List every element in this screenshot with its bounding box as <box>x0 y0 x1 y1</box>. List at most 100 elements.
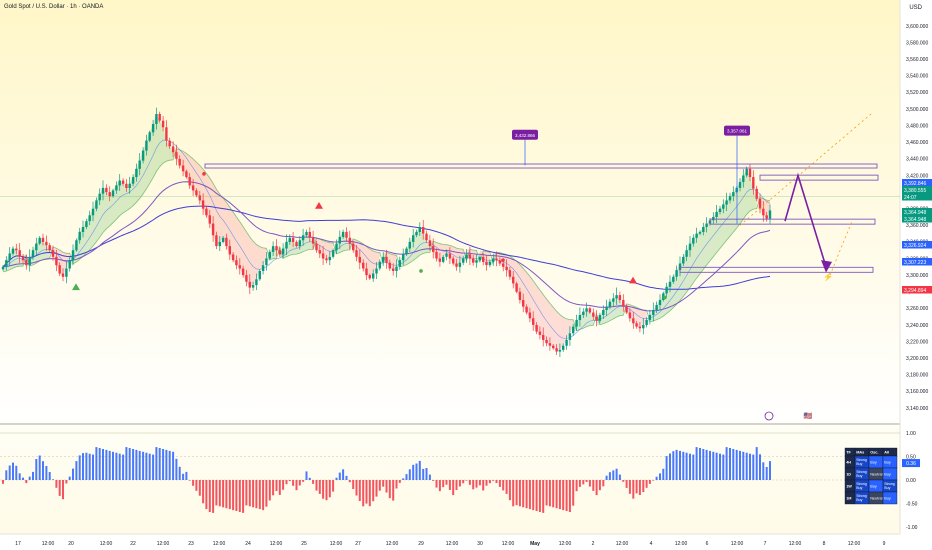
candle[interactable] <box>582 311 585 315</box>
candle[interactable] <box>38 237 41 244</box>
candle[interactable] <box>562 345 565 350</box>
osc-bar[interactable] <box>638 480 641 495</box>
candle[interactable] <box>131 177 135 184</box>
candle[interactable] <box>225 237 228 247</box>
osc-bar[interactable] <box>512 480 515 507</box>
osc-bar[interactable] <box>425 468 428 480</box>
osc-bar[interactable] <box>228 480 231 510</box>
candle[interactable] <box>68 260 71 269</box>
osc-bar[interactable] <box>705 449 708 480</box>
osc-bar[interactable] <box>595 480 598 496</box>
osc-bar[interactable] <box>25 480 28 484</box>
candle[interactable] <box>331 250 335 257</box>
candle[interactable] <box>648 315 652 320</box>
candle[interactable] <box>168 140 171 147</box>
candle[interactable] <box>135 168 138 178</box>
candle[interactable] <box>18 250 21 257</box>
candle[interactable] <box>51 250 55 257</box>
osc-bar[interactable] <box>95 447 98 480</box>
candle[interactable] <box>572 326 575 334</box>
osc-bar[interactable] <box>102 449 104 480</box>
osc-bar[interactable] <box>568 480 571 512</box>
osc-bar[interactable] <box>15 465 18 480</box>
osc-bar[interactable] <box>272 480 275 496</box>
candle[interactable] <box>271 246 275 252</box>
osc-bar[interactable] <box>518 480 521 507</box>
osc-bar[interactable] <box>242 480 245 513</box>
osc-bar[interactable] <box>452 480 455 496</box>
osc-bar[interactable] <box>338 472 341 480</box>
candle[interactable] <box>502 263 505 267</box>
candle[interactable] <box>211 223 215 236</box>
currency-label[interactable]: USD <box>909 5 922 11</box>
candle[interactable] <box>665 286 668 294</box>
candle[interactable] <box>468 254 472 259</box>
osc-bar[interactable] <box>135 449 138 480</box>
candle[interactable] <box>5 260 8 267</box>
candle[interactable] <box>682 256 685 264</box>
osc-bar[interactable] <box>725 447 728 480</box>
osc-bar[interactable] <box>442 480 445 488</box>
candle[interactable] <box>201 200 205 209</box>
osc-bar[interactable] <box>635 480 638 494</box>
candle[interactable] <box>185 171 188 178</box>
osc-bar[interactable] <box>225 480 228 509</box>
osc-bar[interactable] <box>118 453 121 480</box>
candle[interactable] <box>195 190 198 196</box>
candle[interactable] <box>448 253 452 259</box>
candle[interactable] <box>618 295 622 301</box>
candle[interactable] <box>148 132 151 141</box>
osc-bar[interactable] <box>232 480 235 511</box>
osc-bar[interactable] <box>555 480 558 509</box>
candle[interactable] <box>61 273 65 277</box>
candle[interactable] <box>301 235 305 241</box>
osc-bar[interactable] <box>535 480 538 511</box>
osc-bar[interactable] <box>138 450 141 480</box>
candle[interactable] <box>558 349 562 352</box>
candle[interactable] <box>48 245 51 251</box>
candle[interactable] <box>128 183 131 188</box>
osc-bar[interactable] <box>448 480 451 490</box>
osc-bar[interactable] <box>115 452 118 480</box>
candle[interactable] <box>55 256 58 266</box>
candle[interactable] <box>231 254 235 261</box>
osc-bar[interactable] <box>45 466 48 480</box>
osc-bar[interactable] <box>192 480 195 486</box>
osc-bar[interactable] <box>188 480 191 481</box>
osc-bar[interactable] <box>292 480 295 486</box>
candle[interactable] <box>672 276 675 282</box>
candle[interactable] <box>642 325 645 329</box>
support-zone[interactable] <box>709 218 876 225</box>
osc-bar[interactable] <box>205 480 208 510</box>
candle[interactable] <box>58 265 61 274</box>
candle[interactable] <box>91 208 95 216</box>
candle[interactable] <box>325 258 328 261</box>
osc-bar[interactable] <box>428 474 431 480</box>
candle[interactable] <box>98 193 101 201</box>
osc-bar[interactable] <box>605 475 608 480</box>
candle[interactable] <box>702 227 705 232</box>
osc-bar[interactable] <box>268 480 271 501</box>
candle[interactable] <box>315 243 318 251</box>
candle[interactable] <box>251 285 255 288</box>
osc-bar[interactable] <box>285 480 288 485</box>
candle[interactable] <box>291 237 295 242</box>
candle[interactable] <box>455 263 458 267</box>
candle[interactable] <box>525 306 528 313</box>
candle[interactable] <box>145 140 148 151</box>
candle[interactable] <box>218 241 221 247</box>
osc-bar[interactable] <box>368 480 371 507</box>
osc-bar[interactable] <box>715 452 718 480</box>
osc-bar[interactable] <box>238 480 241 512</box>
osc-bar[interactable] <box>655 476 658 480</box>
osc-bar[interactable] <box>8 465 11 481</box>
trend-extension[interactable] <box>739 112 873 226</box>
osc-bar[interactable] <box>302 480 305 482</box>
osc-bar[interactable] <box>745 452 748 480</box>
candle[interactable] <box>338 236 341 244</box>
candle[interactable] <box>268 251 271 259</box>
osc-bar[interactable] <box>375 480 378 497</box>
candle[interactable] <box>508 270 512 277</box>
candle[interactable] <box>105 187 108 193</box>
candle[interactable] <box>35 243 38 251</box>
